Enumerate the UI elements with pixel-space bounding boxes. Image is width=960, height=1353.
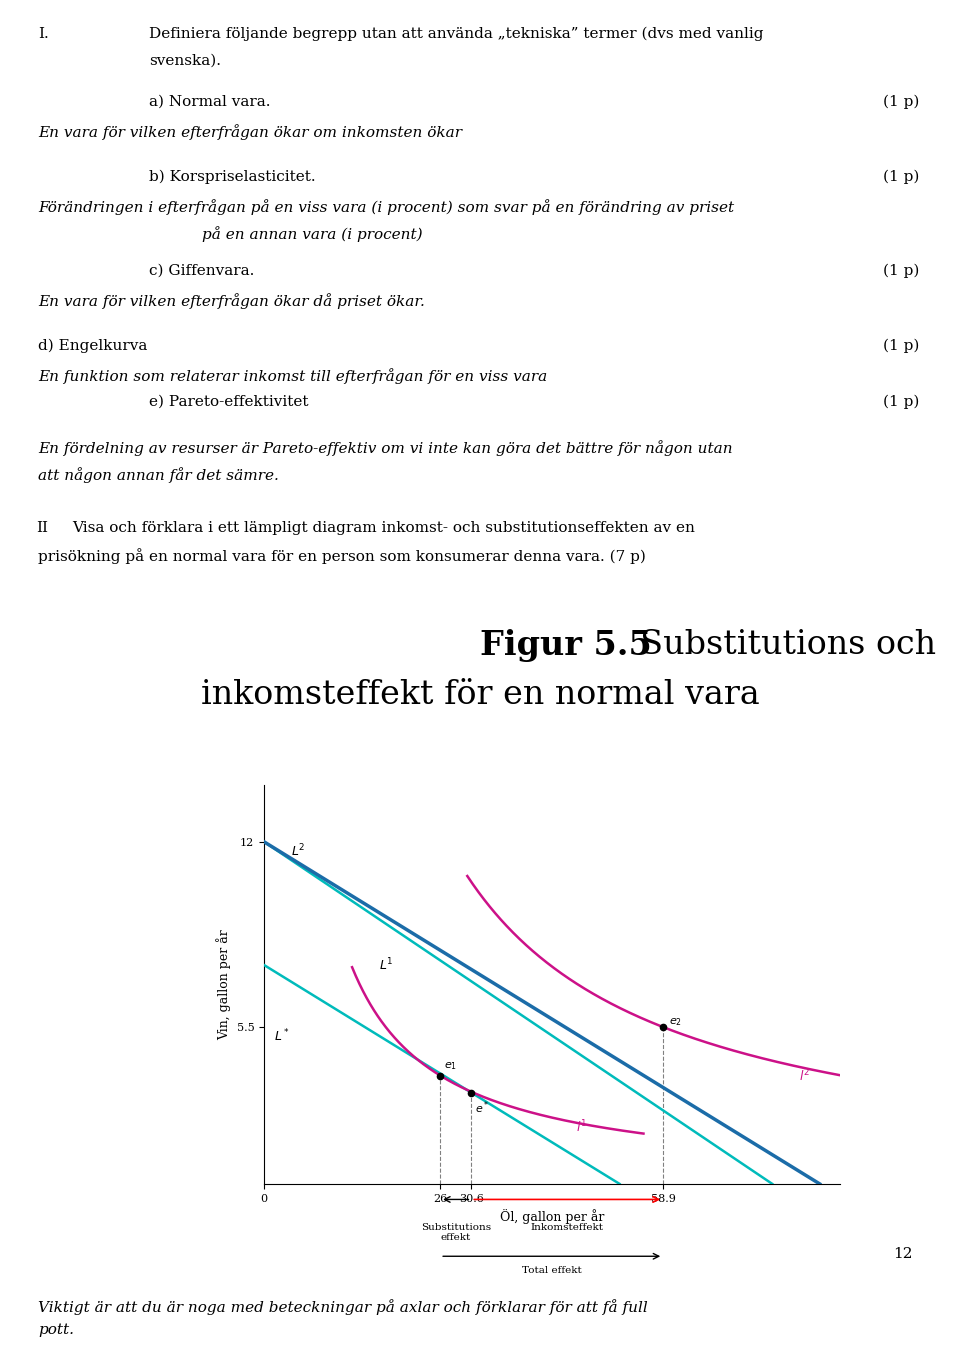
Text: $l^1$: $l^1$ (576, 1119, 587, 1135)
Text: $L^*$: $L^*$ (275, 1028, 290, 1045)
Text: En fördelning av resurser är Pareto-effektiv om vi inte kan göra det bättre för : En fördelning av resurser är Pareto-effe… (38, 440, 733, 456)
X-axis label: Öl, gallon per år: Öl, gallon per år (500, 1210, 604, 1224)
Text: Viktigt är att du är noga med beteckningar på axlar och förklarar för att få ful: Viktigt är att du är noga med beteckning… (38, 1299, 648, 1315)
Text: (1 p): (1 p) (883, 95, 920, 110)
Text: b) Korspriselasticitet.: b) Korspriselasticitet. (149, 169, 316, 184)
Text: $e^*$: $e^*$ (475, 1100, 490, 1116)
Text: inkomsteffekt för en normal vara: inkomsteffekt för en normal vara (201, 679, 759, 712)
Text: e) Pareto-effektivitet: e) Pareto-effektivitet (149, 395, 308, 409)
Text: på en annan vara (i procent): på en annan vara (i procent) (202, 226, 422, 242)
Text: svenska).: svenska). (149, 54, 221, 68)
Text: I.: I. (38, 27, 49, 41)
Text: $L^1$: $L^1$ (379, 957, 394, 973)
Text: II: II (36, 521, 48, 534)
Text: Substitutions
effekt: Substitutions effekt (420, 1223, 491, 1242)
Text: En vara för vilken efterfrågan ökar om inkomsten ökar: En vara för vilken efterfrågan ökar om i… (38, 124, 463, 141)
Y-axis label: Vin, gallon per år: Vin, gallon per år (216, 930, 231, 1039)
Text: (1 p): (1 p) (883, 338, 920, 353)
Text: En funktion som relaterar inkomst till efterfrågan för en viss vara: En funktion som relaterar inkomst till e… (38, 368, 547, 384)
Text: c) Giffenvara.: c) Giffenvara. (149, 264, 254, 277)
Text: $e_2$: $e_2$ (668, 1016, 682, 1028)
Text: a) Normal vara.: a) Normal vara. (149, 95, 271, 108)
Text: En vara för vilken efterfrågan ökar då priset ökar.: En vara för vilken efterfrågan ökar då p… (38, 294, 425, 310)
Text: att någon annan får det sämre.: att någon annan får det sämre. (38, 467, 279, 483)
Text: (1 p): (1 p) (883, 395, 920, 410)
Text: (1 p): (1 p) (883, 264, 920, 279)
Text: Definiera följande begrepp utan att använda „tekniska” termer (dvs med vanlig: Definiera följande begrepp utan att anvä… (149, 27, 763, 42)
Text: d) Engelkurva: d) Engelkurva (38, 338, 148, 353)
Text: 12: 12 (893, 1247, 912, 1261)
Text: Visa och förklara i ett lämpligt diagram inkomst- och substitutionseffekten av e: Visa och förklara i ett lämpligt diagram… (72, 521, 695, 534)
Text: pott.: pott. (38, 1323, 75, 1337)
Text: Inkomsteffekt: Inkomsteffekt (531, 1223, 604, 1231)
Text: Förändringen i efterfrågan på en viss vara (i procent) som svar på en förändring: Förändringen i efterfrågan på en viss va… (38, 199, 734, 215)
Text: Total effekt: Total effekt (522, 1266, 582, 1276)
Text: $L^2$: $L^2$ (291, 843, 305, 859)
Text: Figur 5.5: Figur 5.5 (480, 629, 652, 662)
Text: (1 p): (1 p) (883, 169, 920, 184)
Text: $e_1$: $e_1$ (444, 1061, 457, 1072)
Text: Substitutions och: Substitutions och (619, 629, 936, 662)
Text: $l^2$: $l^2$ (800, 1068, 810, 1084)
Text: prisökning på en normal vara för en person som konsumerar denna vara. (7 p): prisökning på en normal vara för en pers… (38, 548, 646, 564)
